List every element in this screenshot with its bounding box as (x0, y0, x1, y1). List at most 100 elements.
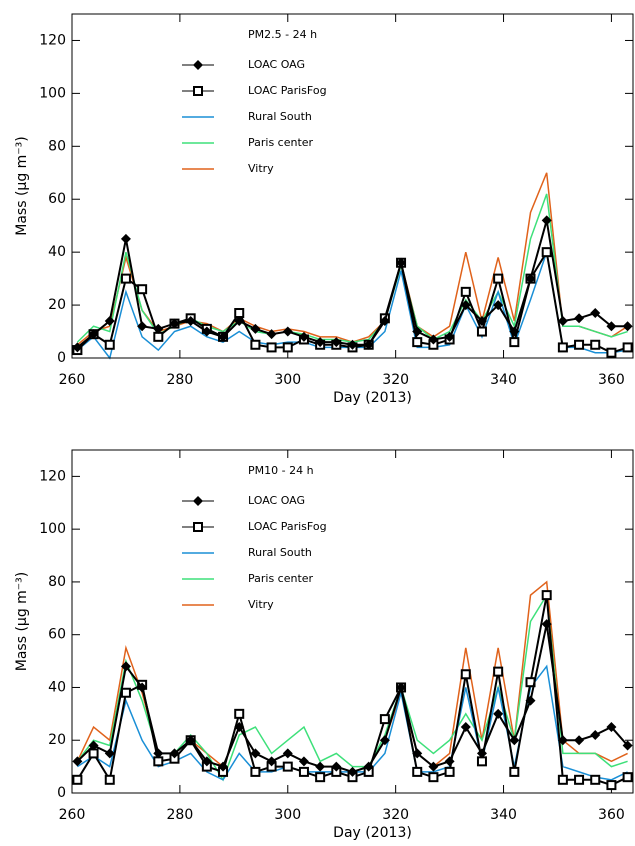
marker (250, 748, 261, 759)
marker (396, 257, 407, 268)
marker (137, 321, 148, 332)
marker (428, 334, 439, 345)
marker (234, 315, 245, 326)
marker (218, 761, 229, 772)
marker (412, 766, 423, 777)
marker (509, 326, 520, 337)
x-tick-label: 280 (167, 807, 194, 823)
x-axis-label: Day (2013) (333, 390, 412, 406)
marker (169, 748, 180, 759)
marker (379, 735, 390, 746)
marker (557, 774, 568, 785)
marker (444, 331, 455, 342)
y-tick-label: 120 (39, 468, 66, 484)
marker (412, 748, 423, 759)
x-tick-label: 260 (59, 807, 86, 823)
marker (266, 329, 277, 340)
marker (622, 740, 633, 751)
marker (120, 687, 131, 698)
marker (88, 329, 99, 340)
marker (234, 722, 245, 733)
marker (574, 339, 585, 350)
marker (331, 337, 342, 348)
y-tick-label: 0 (57, 785, 66, 801)
marker (104, 315, 115, 326)
legend-label: LOAC ParisFog (248, 84, 327, 97)
marker (476, 748, 487, 759)
marker (557, 342, 568, 353)
marker (315, 337, 326, 348)
legend-title: PM2.5 - 24 h (248, 28, 317, 41)
marker (379, 714, 390, 725)
marker (88, 740, 99, 751)
legend-label: Vitry (248, 598, 274, 611)
marker (590, 339, 601, 350)
marker (169, 318, 180, 329)
marker (622, 342, 633, 353)
x-tick-label: 280 (167, 372, 194, 388)
marker (347, 339, 358, 350)
marker (315, 772, 326, 783)
x-tick-label: 360 (598, 807, 625, 823)
marker (476, 315, 487, 326)
marker (185, 315, 196, 326)
marker (120, 233, 131, 244)
y-tick-label: 80 (48, 138, 66, 154)
marker (493, 708, 504, 719)
marker (574, 735, 585, 746)
marker (137, 284, 148, 295)
marker (120, 273, 131, 284)
marker (104, 748, 115, 759)
marker (444, 756, 455, 767)
marker (622, 772, 633, 783)
legend-label: Rural South (248, 110, 312, 123)
marker (460, 286, 471, 297)
marker (298, 766, 309, 777)
marker (428, 761, 439, 772)
marker (574, 313, 585, 324)
y-tick-label: 60 (48, 627, 66, 643)
marker (250, 323, 261, 334)
marker (541, 590, 552, 601)
marker (590, 729, 601, 740)
marker (557, 735, 568, 746)
marker (282, 342, 293, 353)
marker (153, 323, 164, 334)
marker (590, 308, 601, 319)
marker (266, 756, 277, 767)
marker (104, 339, 115, 350)
marker (606, 780, 617, 791)
marker (606, 722, 617, 733)
x-axis-label: Day (2013) (333, 825, 412, 841)
marker (282, 326, 293, 337)
legend-label: LOAC OAG (248, 494, 305, 507)
marker (250, 766, 261, 777)
legend-label: Paris center (248, 136, 314, 149)
legend-label: LOAC ParisFog (248, 520, 327, 533)
legend-label: Rural South (248, 546, 312, 559)
marker (525, 695, 536, 706)
legend-marker (193, 60, 203, 70)
x-tick-label: 320 (382, 372, 409, 388)
marker (88, 748, 99, 759)
marker (185, 735, 196, 746)
x-tick-label: 360 (598, 372, 625, 388)
marker (476, 756, 487, 767)
marker (412, 326, 423, 337)
series-line (76, 623, 629, 773)
marker (234, 308, 245, 319)
legend-marker (193, 86, 203, 96)
marker (460, 722, 471, 733)
marker (72, 774, 83, 785)
marker (201, 326, 212, 337)
marker (363, 761, 374, 772)
marker (72, 342, 83, 353)
y-tick-label: 40 (48, 679, 66, 695)
y-tick-label: 120 (39, 32, 66, 48)
y-tick-label: 100 (39, 521, 66, 537)
marker (525, 273, 536, 284)
marker (250, 339, 261, 350)
x-tick-label: 260 (59, 372, 86, 388)
series-line (76, 193, 628, 343)
